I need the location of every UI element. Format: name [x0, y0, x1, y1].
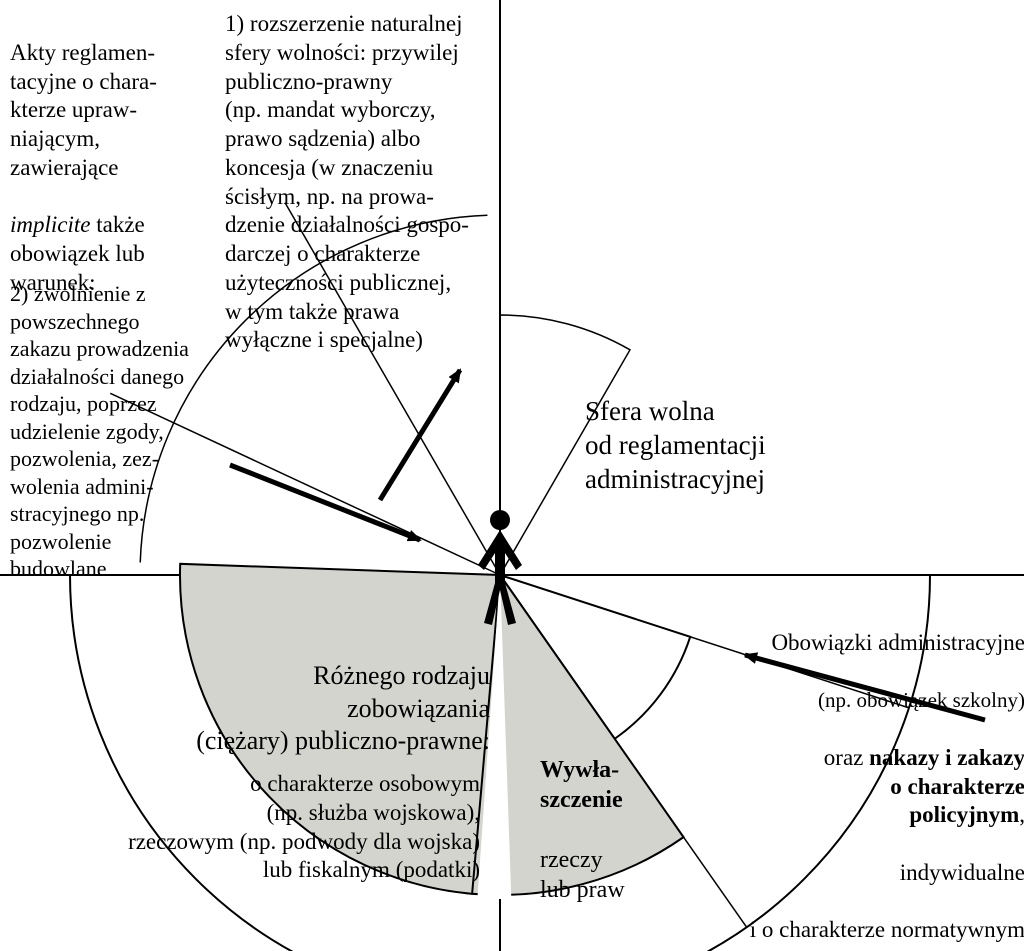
obl-line1: Obowiązki administracyjne: [771, 630, 1024, 655]
bottom-left-detail: o charakterze osobowym (np. służba wojsk…: [60, 770, 480, 885]
figure-stage: Akty reglamen- tacyjne o chara- kterze u…: [0, 0, 1024, 951]
obl-line5: i o charakterze normatywnym: [750, 917, 1024, 942]
obl-line3-tail: ,: [1019, 802, 1024, 827]
intro-lines: Akty reglamen- tacyjne o chara- kterze u…: [10, 40, 157, 180]
intro-implicite: implicite: [10, 212, 90, 237]
obl-line4: indywidualne: [900, 860, 1024, 885]
right-free-sphere: Sfera wolna od reglamentacji administrac…: [585, 395, 965, 496]
bottom-mid-detail: rzeczy lub praw: [540, 847, 625, 903]
top-left-item2: 2) zwolnienie z powszechnego zakazu prow…: [10, 280, 230, 583]
obl-line3-bold: nakazy i zakazy o charakterze policyjnym: [869, 745, 1024, 828]
obl-line2: (np. obowiązek szkolny): [818, 688, 1024, 712]
bottom-mid-title: Wywła- szczenie: [540, 757, 623, 813]
right-obligations: Obowiązki administracyjne (np. obowiązek…: [625, 600, 1024, 951]
bottom-left-title: Różnego rodzaju zobowiązania (ciężary) p…: [80, 660, 490, 758]
top-middle-item1: 1) rozszerzenie naturalnej sfery wolnośc…: [225, 10, 530, 355]
top-left-intro: Akty reglamen- tacyjne o chara- kterze u…: [10, 10, 220, 298]
obl-line3-plain: oraz: [824, 745, 869, 770]
